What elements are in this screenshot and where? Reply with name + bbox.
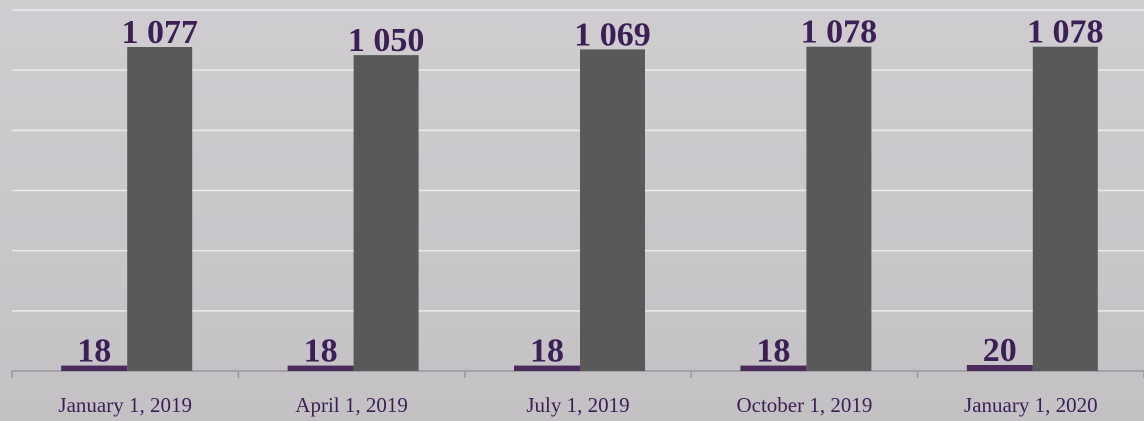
x-tick-label: April 1, 2019 — [295, 393, 408, 417]
bar — [966, 364, 1033, 371]
data-label: 1 078 — [801, 14, 878, 51]
data-label: 18 — [756, 333, 790, 370]
data-label: 18 — [77, 333, 111, 370]
bar — [353, 55, 419, 371]
data-label: 1 050 — [348, 22, 425, 59]
data-label: 18 — [304, 333, 338, 370]
x-tick-label: January 1, 2020 — [964, 393, 1098, 417]
bar — [580, 49, 645, 371]
bar — [61, 365, 128, 371]
x-tick-label: January 1, 2019 — [58, 393, 192, 417]
bar — [127, 47, 193, 371]
data-label: 18 — [530, 333, 564, 370]
bar — [1032, 46, 1098, 372]
x-tick-label: July 1, 2019 — [526, 393, 629, 417]
data-label: 1 069 — [574, 16, 651, 53]
bar — [806, 46, 872, 372]
bar — [287, 365, 354, 371]
data-label: 20 — [983, 332, 1017, 369]
bar — [514, 365, 580, 371]
bar — [740, 365, 807, 371]
x-tick-label: October 1, 2019 — [736, 393, 872, 417]
data-label: 1 078 — [1027, 14, 1104, 51]
data-label: 1 077 — [121, 14, 198, 51]
